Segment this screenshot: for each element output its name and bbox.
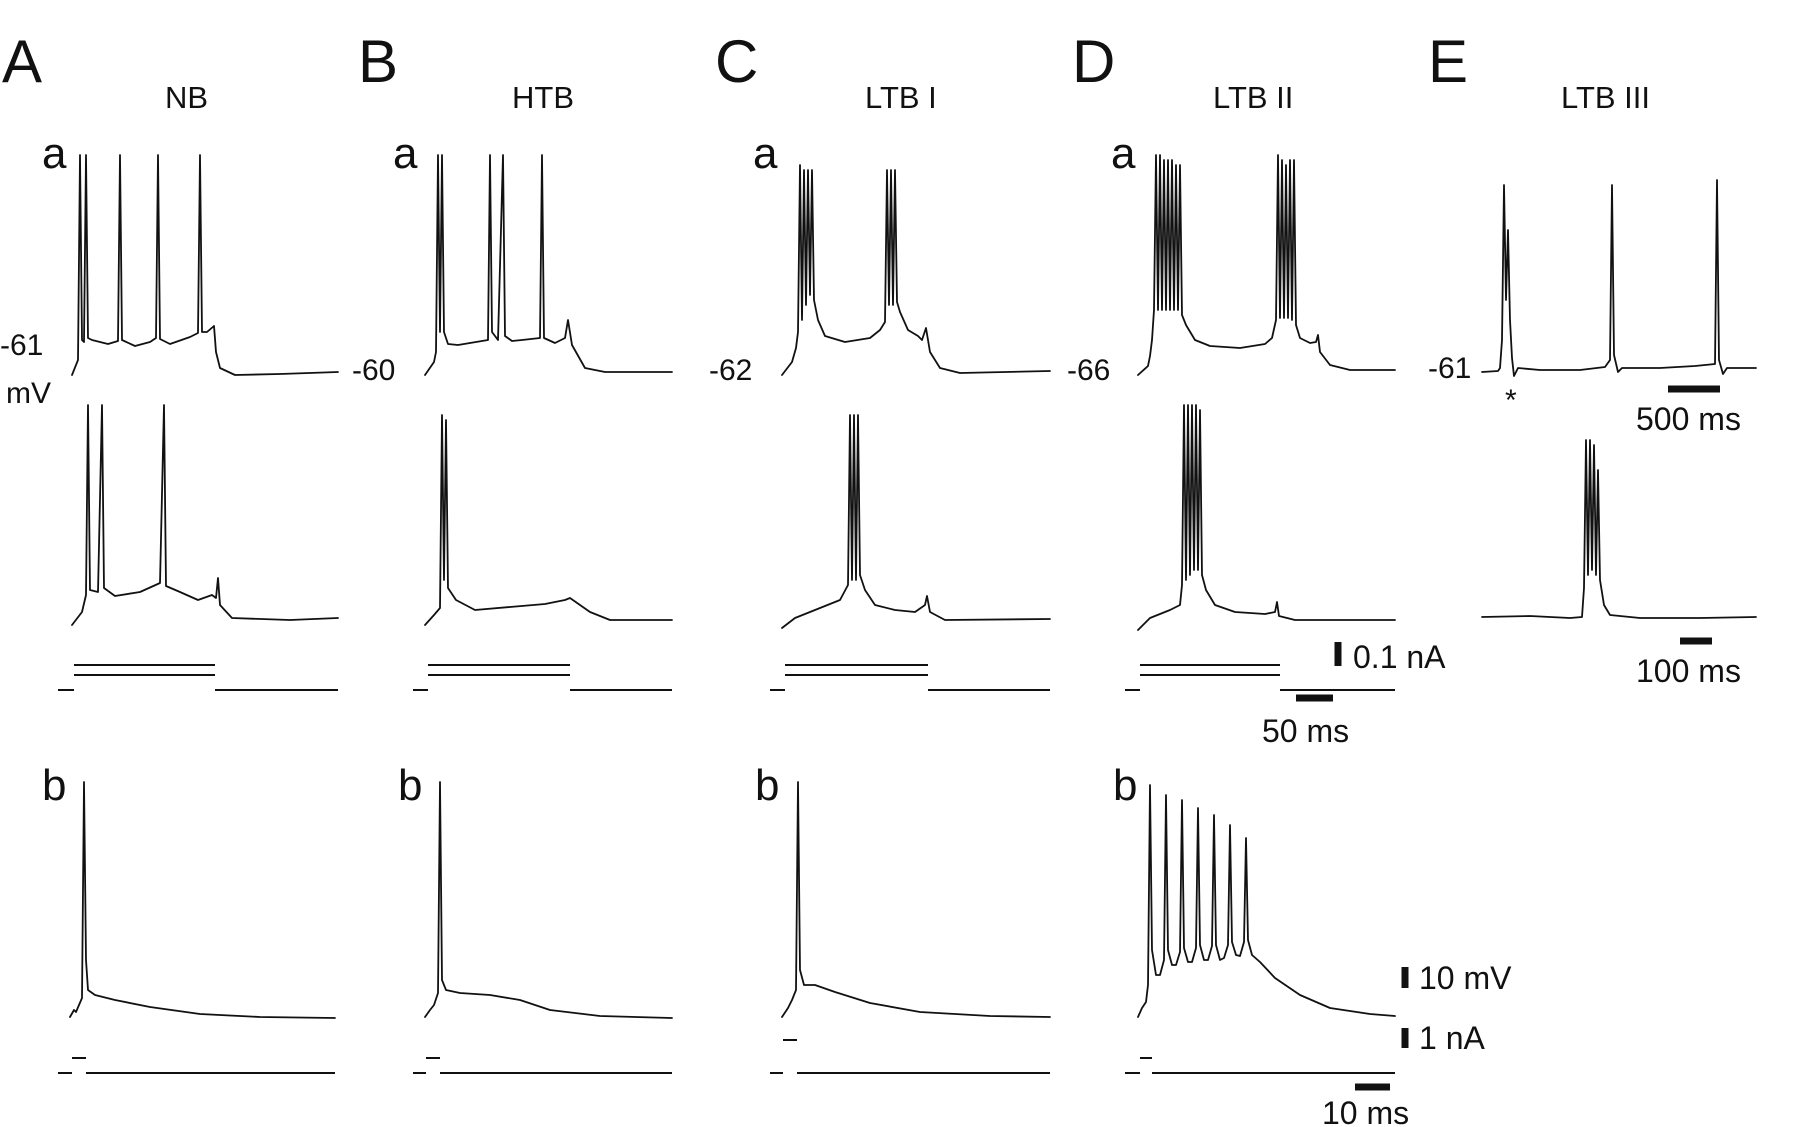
trace-c-middle (781, 414, 1051, 629)
trace-c-top (781, 164, 1051, 376)
trace-e-middle (1481, 439, 1757, 619)
panel-label-d: D (1072, 28, 1115, 95)
scale-label-voltage-b: 10 mV (1419, 960, 1512, 996)
resting-potential-c: -62 (709, 354, 752, 387)
scale-label-time-b: 10 ms (1322, 1095, 1409, 1127)
trace-c-b (781, 781, 1051, 1018)
subpanel-label-a-a: a (42, 129, 67, 178)
scale-label-time-a: 50 ms (1262, 713, 1349, 749)
cell-type-ltb-i: LTB I (865, 80, 937, 115)
trace-a-middle (71, 404, 339, 626)
stimulus-b-b (413, 1057, 672, 1074)
subpanel-label-d-b: b (1113, 761, 1137, 810)
cell-type-ltb-iii: LTB III (1561, 80, 1650, 115)
resting-potential-d: -66 (1067, 354, 1110, 387)
subpanel-label-d-a: a (1111, 129, 1136, 178)
trace-e-top (1481, 179, 1757, 377)
stimulus-d-b (1125, 1057, 1395, 1074)
resting-potential-e: -61 (1428, 352, 1471, 385)
scale-label-time-e-bottom: 100 ms (1636, 653, 1741, 689)
burst-marker-asterisk: * (1505, 384, 1517, 417)
trace-d-top (1137, 154, 1396, 376)
trace-a-top (71, 154, 339, 376)
subpanel-label-b-a: a (393, 129, 418, 178)
cell-type-ltb-ii: LTB II (1213, 80, 1293, 115)
scale-label-current-b: 1 nA (1419, 1020, 1485, 1056)
trace-b-middle (424, 414, 673, 626)
trace-d-middle (1137, 404, 1396, 631)
subpanel-label-b-b: b (398, 761, 422, 810)
trace-b-top (424, 154, 673, 376)
subpanel-label-c-a: a (753, 129, 778, 178)
scale-label-time-e-top: 500 ms (1636, 401, 1741, 437)
stimulus-c-steps (770, 664, 1050, 691)
cell-type-nb: NB (165, 80, 208, 115)
stimulus-d-steps (1125, 664, 1395, 691)
scale-label-current-a: 0.1 nA (1353, 639, 1446, 675)
resting-potential-unit: mV (6, 377, 51, 410)
stimulus-a-steps (58, 664, 338, 691)
resting-potential-b: -60 (352, 354, 395, 387)
trace-d-b (1137, 784, 1396, 1018)
panel-label-c: C (715, 28, 758, 95)
stimulus-b-steps (413, 664, 672, 691)
cell-type-htb: HTB (512, 80, 574, 115)
resting-potential-a: -61 (0, 329, 43, 362)
stimulus-a-b (58, 1057, 335, 1074)
subpanel-label-c-b: b (755, 761, 779, 810)
panel-label-a: A (2, 28, 42, 95)
trace-b-b (424, 781, 673, 1019)
panel-label-b: B (358, 28, 398, 95)
subpanel-label-a-b: b (42, 761, 66, 810)
trace-a-b (69, 781, 336, 1019)
panel-label-e: E (1428, 28, 1468, 95)
stimulus-c-b (770, 1039, 1050, 1074)
